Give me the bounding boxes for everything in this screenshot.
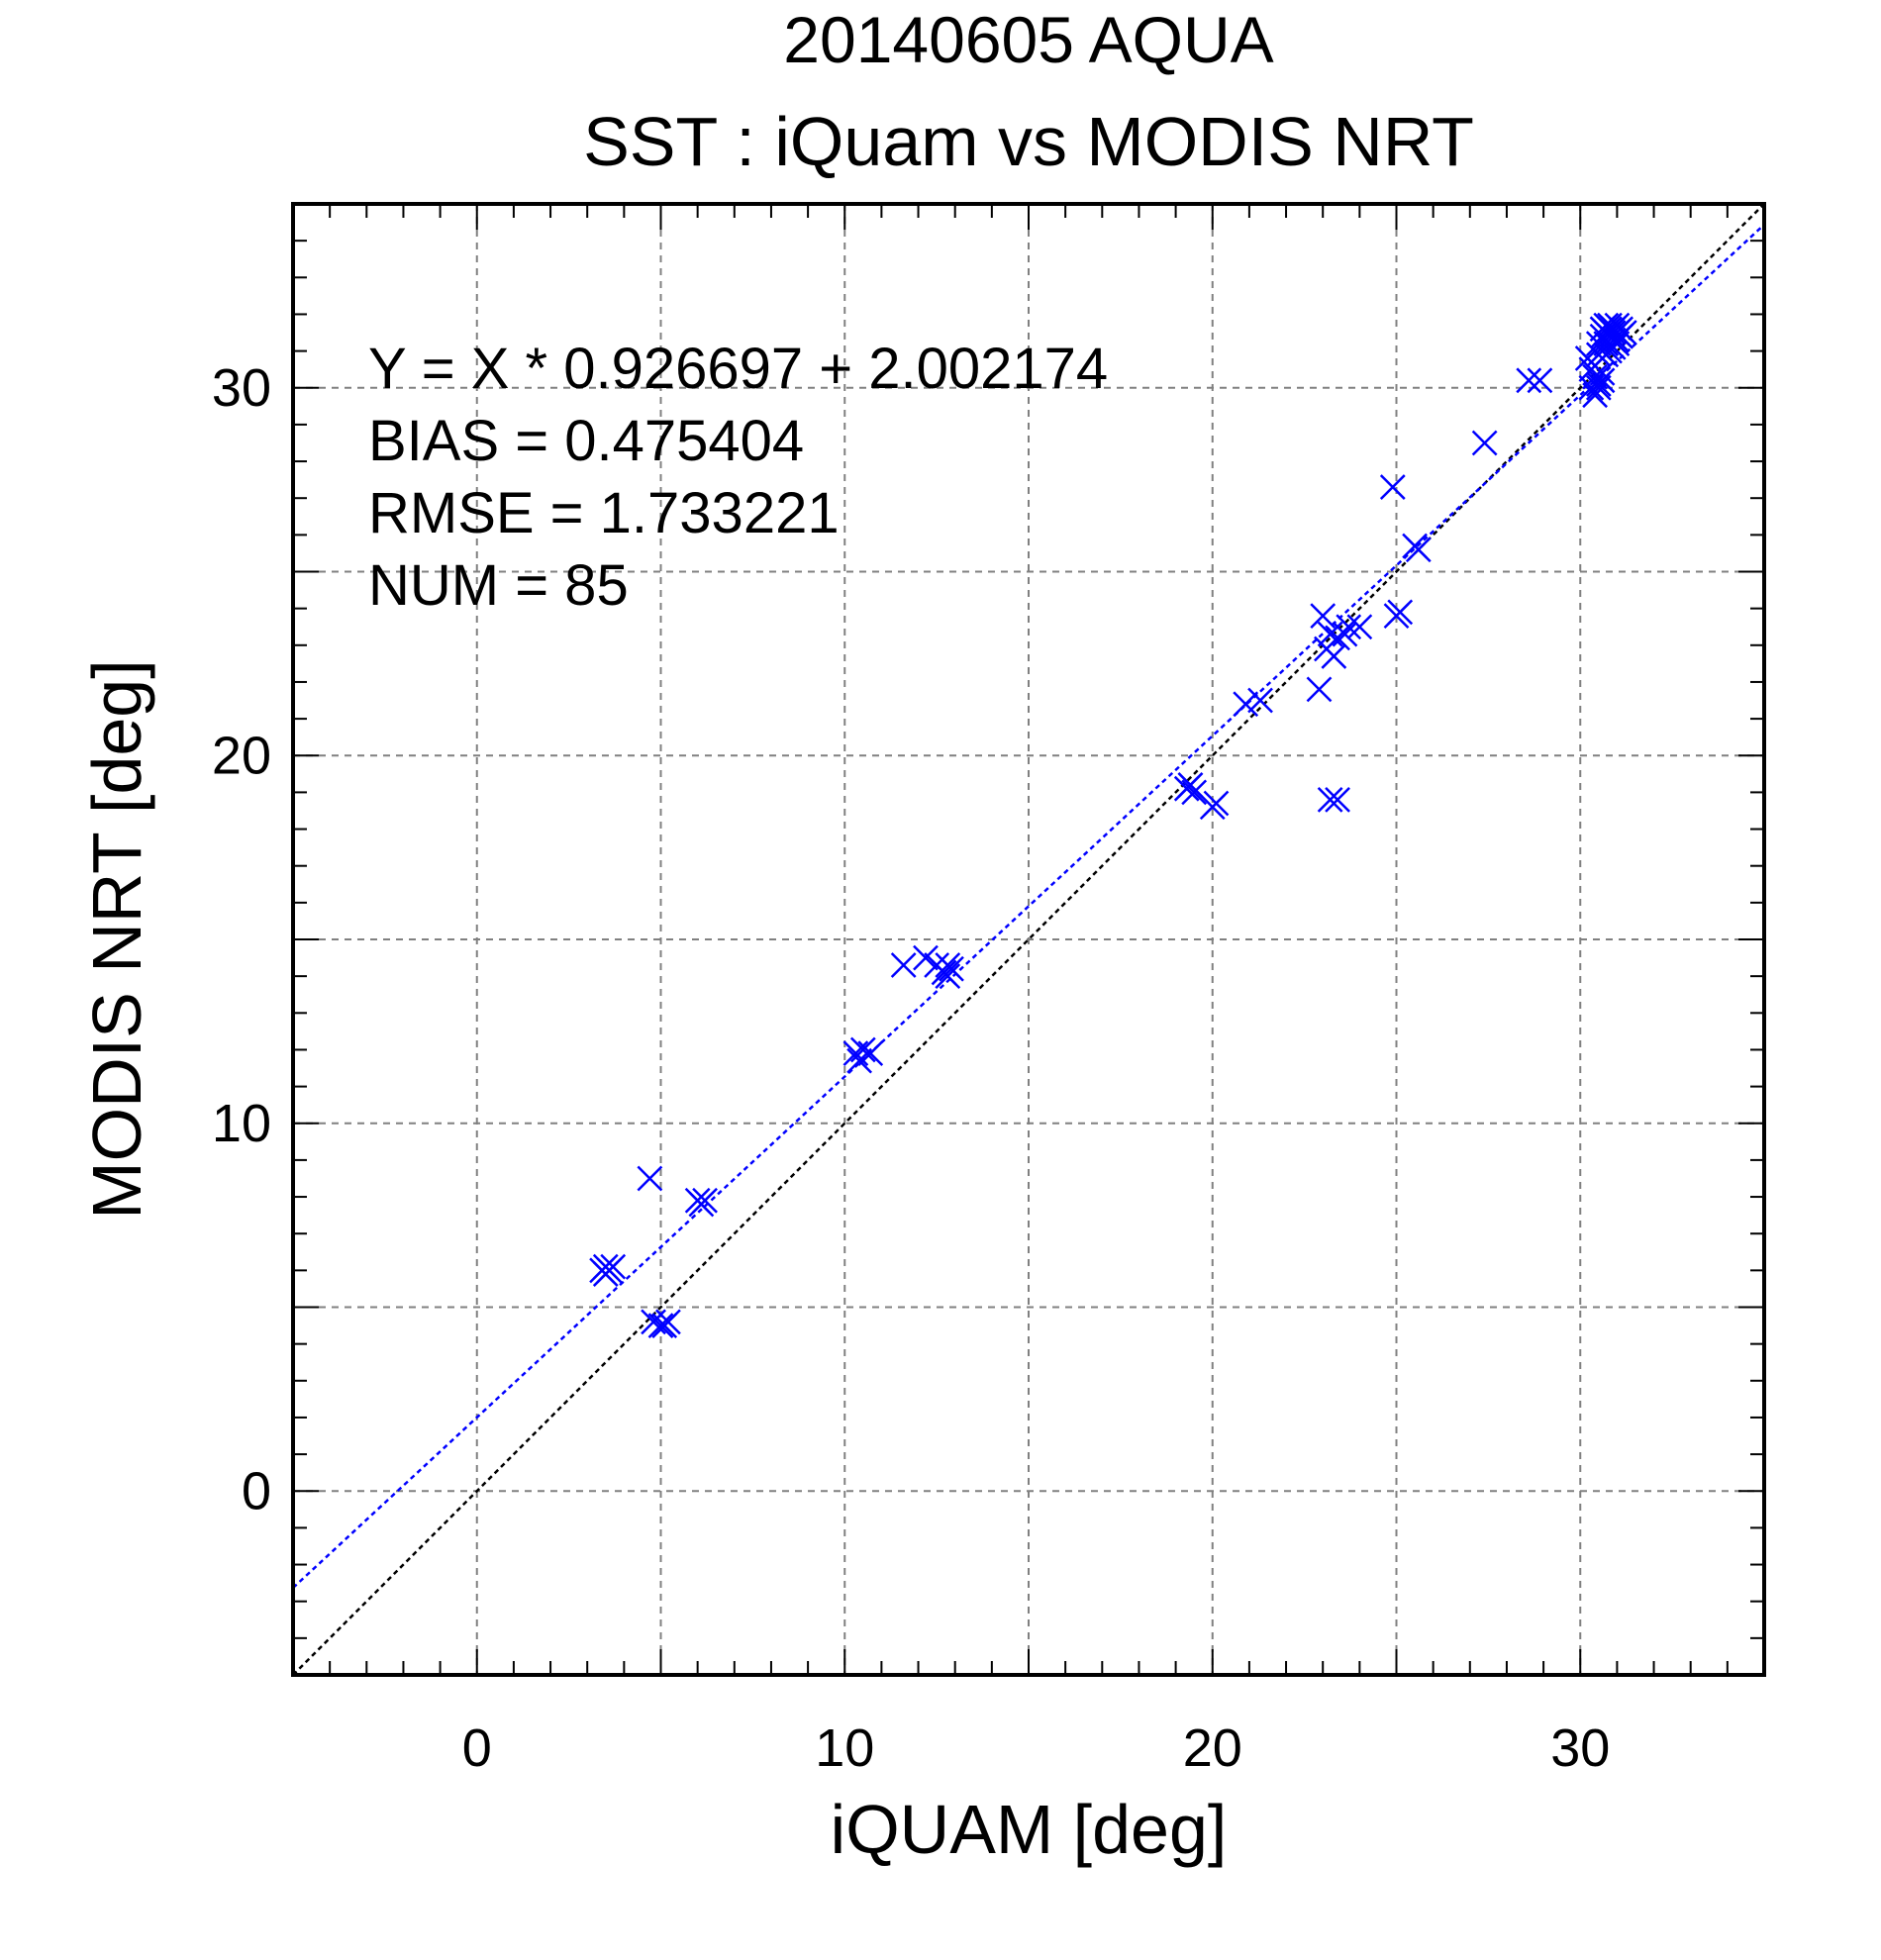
x-tick-label: 30 <box>1550 1718 1610 1778</box>
data-point <box>890 952 917 978</box>
data-point <box>692 1187 718 1214</box>
data-point <box>1317 786 1343 813</box>
data-point <box>647 1313 674 1338</box>
x-tick-label: 20 <box>1183 1718 1242 1778</box>
stats-line: NUM = 85 <box>368 553 629 618</box>
data-point <box>1527 367 1553 394</box>
y-axis-label: MODIS NRT [deg] <box>78 659 155 1219</box>
x-axis-label: iQUAM [deg] <box>831 1791 1228 1868</box>
data-point <box>1387 599 1414 626</box>
date-title: 20140605 AQUA <box>783 3 1273 76</box>
data-point <box>600 1253 627 1280</box>
data-point <box>1589 367 1616 394</box>
plot-frame <box>291 202 1766 1677</box>
stats-line: RMSE = 1.733221 <box>368 481 840 545</box>
data-point <box>655 1309 681 1335</box>
data-point <box>857 1040 884 1067</box>
data-point <box>1233 691 1259 718</box>
data-point <box>1600 320 1627 345</box>
y-tick-labels: 0 10 20 30 <box>212 358 271 1521</box>
data-point <box>1593 331 1620 357</box>
data-point <box>1247 687 1273 714</box>
data-point <box>637 1165 663 1192</box>
y-tick-label: 0 <box>242 1461 271 1520</box>
data-point <box>913 944 939 971</box>
regression-line <box>293 224 1764 1589</box>
chart-title: SST : iQuam vs MODIS NRT <box>583 103 1474 180</box>
data-point <box>1332 621 1358 647</box>
y-tick-label: 30 <box>212 358 271 418</box>
x-tick-label: 0 <box>462 1718 492 1778</box>
data-point <box>592 1253 619 1280</box>
data-point <box>935 963 961 990</box>
x-tick-labels: 0 10 20 30 <box>462 1718 1611 1778</box>
data-point <box>1585 374 1612 401</box>
x-tick-label: 10 <box>815 1718 874 1778</box>
data-point <box>1181 779 1208 806</box>
stats-line: BIAS = 0.475404 <box>368 409 804 473</box>
data-point <box>935 952 961 978</box>
data-point <box>1379 474 1406 500</box>
data-point <box>1516 367 1542 394</box>
data-point <box>1310 603 1336 629</box>
data-point <box>1203 790 1230 817</box>
data-point <box>1582 352 1608 379</box>
data-point <box>1336 614 1362 640</box>
data-point <box>1405 537 1432 563</box>
data-point <box>1346 614 1373 640</box>
data-points <box>589 312 1637 1338</box>
y-tick-label: 20 <box>212 726 271 785</box>
data-point <box>849 1036 876 1063</box>
data-point <box>1325 786 1350 813</box>
y-tick-label: 10 <box>212 1094 271 1153</box>
stats-line: Y = X * 0.926697 + 2.002174 <box>368 337 1108 401</box>
reference-lines <box>293 204 1764 1675</box>
stats-block: Y = X * 0.926697 + 2.002174 BIAS = 0.4754… <box>368 337 1108 618</box>
grid-lines <box>293 204 1764 1675</box>
data-point <box>1306 676 1333 703</box>
data-point <box>1177 772 1204 798</box>
data-point <box>1608 323 1634 349</box>
data-point <box>1471 430 1498 456</box>
